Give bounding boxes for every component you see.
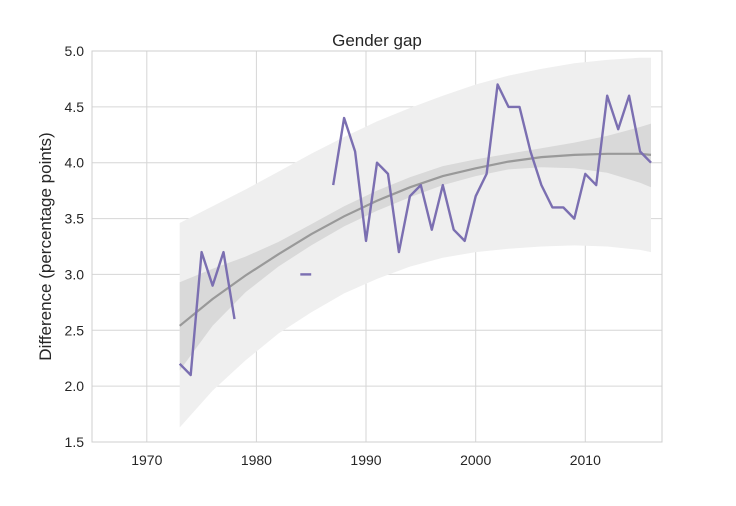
x-tick-label: 1970 <box>131 452 162 468</box>
y-tick-label: 3.5 <box>65 211 85 227</box>
y-tick-label: 2.0 <box>65 378 85 394</box>
chart-title: Gender gap <box>332 31 422 50</box>
y-tick-labels: 1.5 2.0 2.5 3.0 3.5 4.0 4.5 5.0 <box>65 43 85 450</box>
series-lines <box>178 83 652 377</box>
y-tick-label: 1.5 <box>65 434 85 450</box>
y-axis-label: Difference (percentage points) <box>36 132 55 360</box>
confidence-bands <box>179 57 651 428</box>
fit-line <box>179 152 652 327</box>
y-tick-label: 4.0 <box>65 155 85 171</box>
y-tick-label: 4.5 <box>65 99 85 115</box>
series-line-segment <box>178 250 236 377</box>
series-line-segment <box>332 83 652 254</box>
y-tick-label: 3.0 <box>65 266 85 282</box>
plot-frame <box>91 50 663 443</box>
x-tick-label: 1980 <box>241 452 272 468</box>
x-tick-label: 2010 <box>570 452 601 468</box>
inner-confidence-band <box>179 123 651 371</box>
x-tick-labels: 1970 1980 1990 2000 2010 <box>131 452 601 468</box>
y-tick-label: 2.5 <box>65 322 85 338</box>
y-tick-label: 5.0 <box>65 43 85 59</box>
x-tick-label: 1990 <box>350 452 381 468</box>
x-tick-label: 2000 <box>460 452 491 468</box>
fit-curve <box>179 152 652 327</box>
